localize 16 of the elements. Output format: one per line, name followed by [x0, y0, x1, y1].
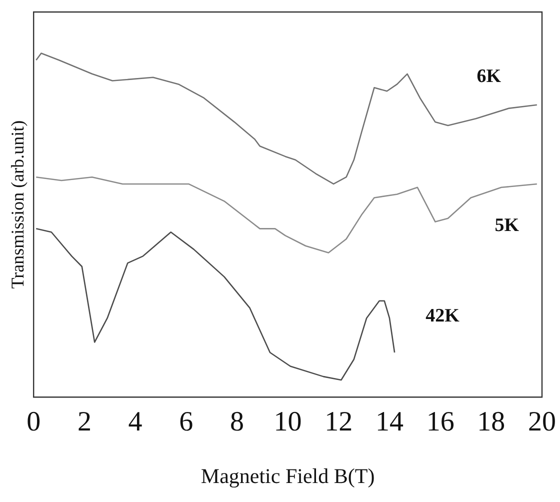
x-tick-label: 20	[528, 406, 556, 438]
x-tick-label: 4	[128, 406, 142, 438]
x-tick-label: 2	[77, 406, 92, 438]
x-tick-label: 14	[375, 406, 404, 438]
x-axis-title: Magnetic Field B(T)	[200, 464, 375, 488]
y-axis-title: Transmission (arb.unit)	[8, 120, 28, 289]
x-tick-label: 8	[230, 406, 244, 438]
series-label: 42K	[426, 305, 460, 326]
x-tick-label: 6	[179, 406, 194, 438]
series-label: 5K	[494, 214, 520, 236]
x-tick-label: 0	[26, 406, 41, 438]
series-label: 6K	[476, 66, 502, 87]
x-tick-label: 16	[426, 406, 454, 438]
x-tick-label: 12	[324, 406, 353, 438]
x-tick-label: 10	[274, 406, 302, 438]
x-tick-label: 18	[477, 406, 506, 438]
